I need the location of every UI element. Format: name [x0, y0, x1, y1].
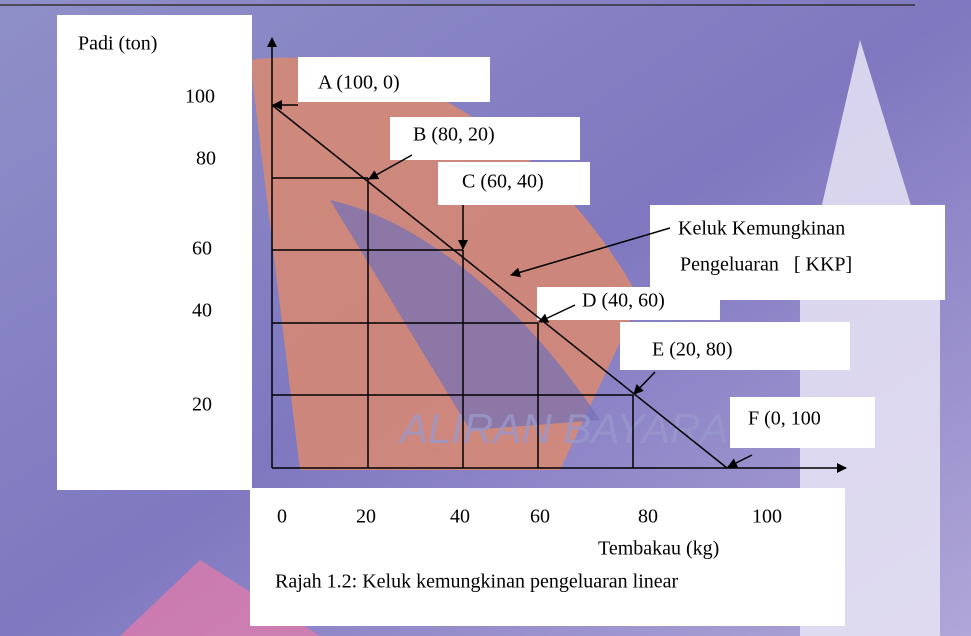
label-box	[650, 205, 945, 300]
y-label: 20	[192, 394, 212, 416]
x-label: 20	[356, 506, 376, 528]
pointer	[727, 454, 753, 468]
label-box	[390, 117, 580, 160]
pointer	[538, 304, 576, 323]
x-label: 80	[638, 506, 658, 528]
arrow-shape	[800, 40, 940, 636]
x-axis-title: Tembakau (kg)	[598, 538, 719, 560]
label-box	[438, 162, 590, 205]
label-box	[298, 57, 490, 102]
curve-label: Pengeluaran [ KKP]	[680, 254, 852, 276]
pointer	[510, 227, 671, 278]
y-label: 40	[192, 300, 212, 322]
map-shape	[330, 200, 600, 430]
x-label: 60	[530, 506, 550, 528]
label-box	[537, 287, 720, 320]
panel	[57, 15, 252, 490]
point-label: B (80, 20)	[413, 124, 495, 146]
point-label: F (0, 100	[748, 408, 821, 430]
point-label: C (60, 40)	[462, 171, 544, 193]
y-label: 60	[192, 238, 212, 260]
watermark: ALIRAN BAYARAN	[397, 405, 759, 452]
point-label: D (40, 60)	[582, 290, 665, 312]
pointer	[368, 154, 413, 180]
point-label: A (100, 0)	[318, 72, 400, 94]
point-label: E (20, 80)	[652, 339, 733, 361]
y-axis-title: Padi (ton)	[78, 33, 157, 55]
caption: Rajah 1.2: Keluk kemungkinan pengeluaran…	[275, 571, 679, 593]
label-box	[620, 322, 850, 370]
pointer	[633, 371, 656, 395]
label-box	[730, 397, 875, 448]
ppf-line	[271, 104, 728, 469]
curve-label: Keluk Kemungkinan	[678, 218, 845, 240]
panel	[250, 488, 845, 626]
x-label: 40	[450, 506, 470, 528]
x-label: 0	[277, 506, 287, 528]
y-label: 100	[185, 86, 215, 108]
y-label: 80	[196, 148, 216, 170]
x-label: 100	[752, 506, 782, 528]
